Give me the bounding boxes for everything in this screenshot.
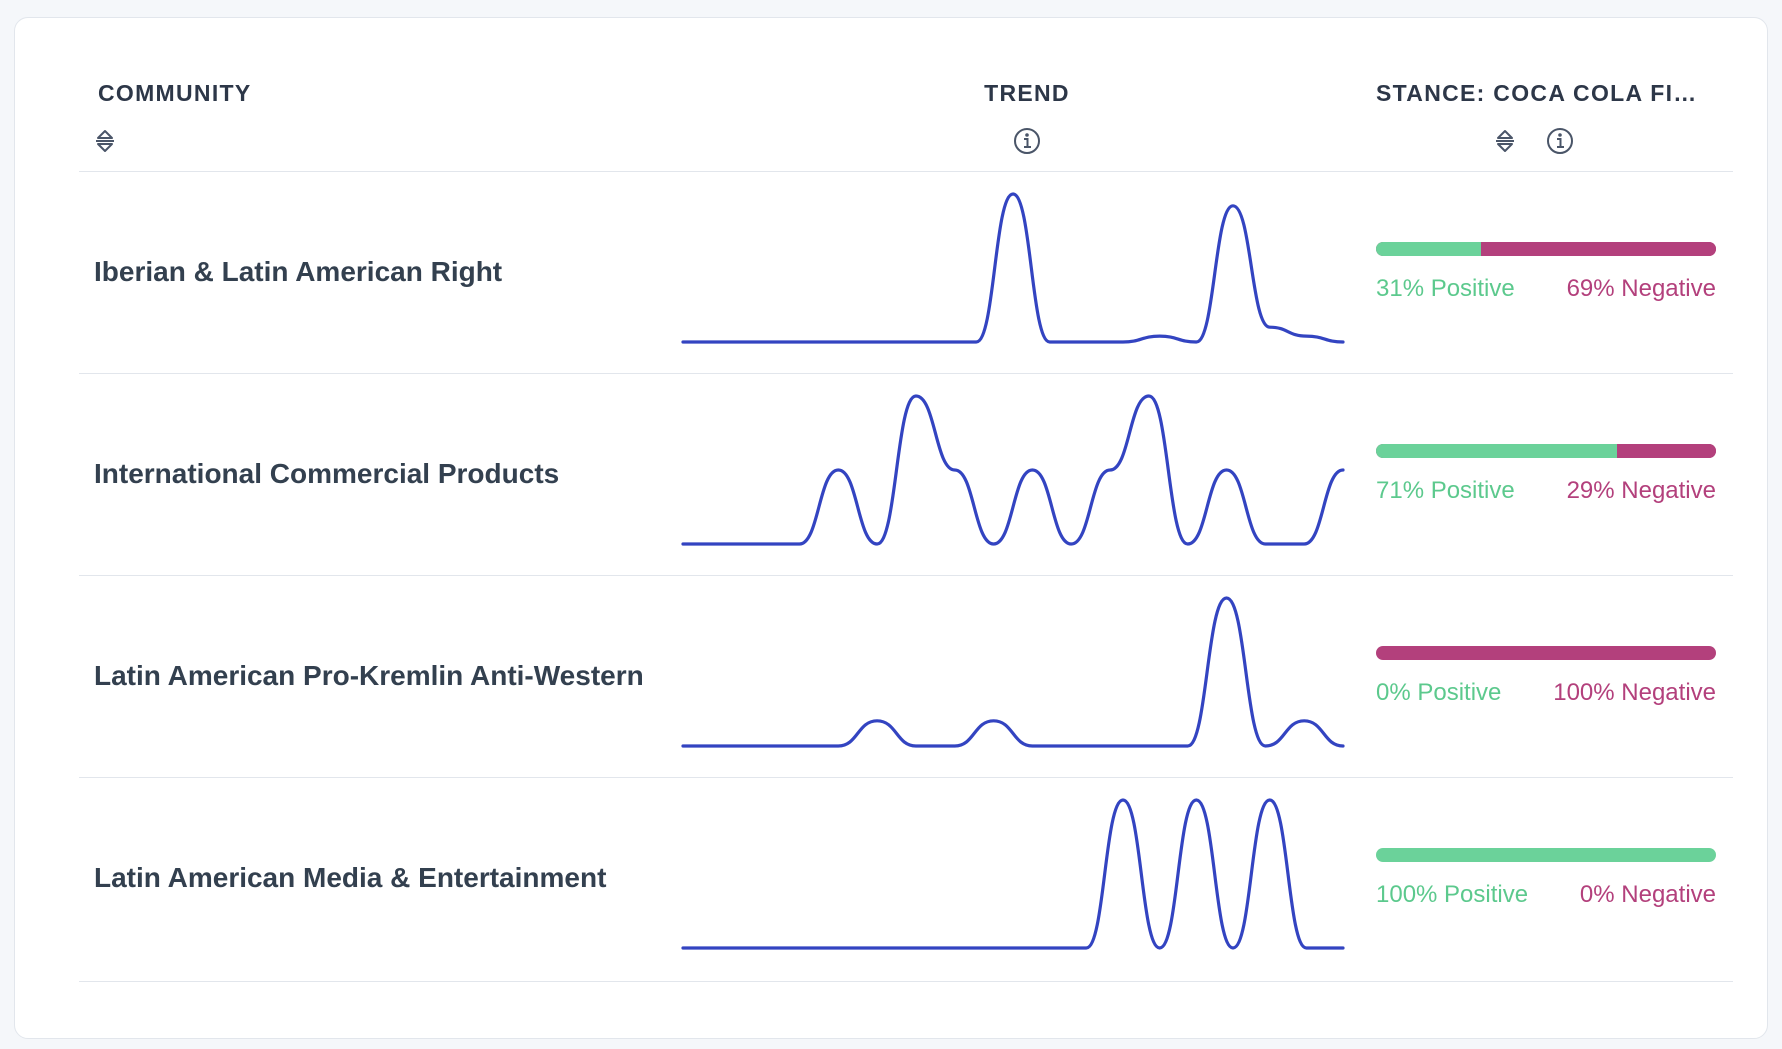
table-row[interactable]: Iberian & Latin American Right 31% Posit… bbox=[79, 172, 1733, 374]
positive-label: 71% Positive bbox=[1376, 477, 1515, 504]
stance-bar bbox=[1376, 444, 1716, 458]
stance-bar-negative bbox=[1617, 444, 1716, 458]
stance-bar-negative bbox=[1481, 242, 1716, 256]
positive-label: 100% Positive bbox=[1376, 881, 1529, 908]
community-name[interactable]: Iberian & Latin American Right bbox=[94, 256, 503, 287]
stance-labels: 0% Positive 100% Negative bbox=[1376, 679, 1716, 707]
trend-line bbox=[681, 394, 1345, 546]
stance-bar-positive bbox=[1376, 444, 1618, 458]
community-name[interactable]: Latin American Media & Entertainment bbox=[94, 862, 607, 893]
negative-label: 0% Negative bbox=[1579, 881, 1716, 908]
community-stance-card: COMMUNITY TREND STANCE: COCA COLA FIF... bbox=[14, 17, 1768, 1039]
column-header-trend: TREND bbox=[984, 80, 1070, 106]
table-header: COMMUNITY TREND STANCE: COCA COLA FIF... bbox=[79, 18, 1733, 172]
sort-icon[interactable] bbox=[1490, 126, 1520, 156]
stance-bar bbox=[1376, 242, 1716, 256]
stance-bar-positive bbox=[1376, 242, 1482, 256]
trend-sparkline bbox=[681, 394, 1345, 546]
stance-labels: 100% Positive 0% Negative bbox=[1376, 881, 1716, 909]
stance-bar-negative bbox=[1376, 646, 1716, 660]
trend-sparkline bbox=[681, 192, 1345, 344]
stance-bar bbox=[1376, 646, 1716, 660]
table-row[interactable]: Latin American Pro-Kremlin Anti-Western … bbox=[79, 576, 1733, 778]
stance-bar bbox=[1376, 848, 1716, 862]
negative-label: 29% Negative bbox=[1566, 477, 1716, 504]
stance-labels: 31% Positive 69% Negative bbox=[1376, 275, 1716, 303]
stance-labels: 71% Positive 29% Negative bbox=[1376, 477, 1716, 505]
trend-line bbox=[681, 192, 1345, 344]
negative-label: 100% Negative bbox=[1553, 679, 1716, 706]
info-icon[interactable] bbox=[1012, 126, 1042, 156]
column-header-community[interactable]: COMMUNITY bbox=[98, 80, 252, 106]
trend-sparkline bbox=[681, 798, 1345, 950]
community-name[interactable]: Latin American Pro-Kremlin Anti-Western bbox=[94, 660, 644, 691]
community-name[interactable]: International Commercial Products bbox=[94, 458, 560, 489]
table-row[interactable]: Latin American Media & Entertainment 100… bbox=[79, 778, 1733, 982]
trend-sparkline bbox=[681, 596, 1345, 748]
positive-label: 0% Positive bbox=[1376, 679, 1502, 706]
table-row[interactable]: International Commercial Products 71% Po… bbox=[79, 374, 1733, 576]
community-table: COMMUNITY TREND STANCE: COCA COLA FIF... bbox=[79, 18, 1733, 982]
trend-line bbox=[681, 798, 1345, 950]
negative-label: 69% Negative bbox=[1566, 275, 1716, 302]
stance-bar-positive bbox=[1376, 848, 1716, 862]
sort-icon[interactable] bbox=[90, 126, 120, 156]
trend-line bbox=[681, 596, 1345, 748]
column-header-stance[interactable]: STANCE: COCA COLA FIF... bbox=[1376, 80, 1706, 106]
info-icon[interactable] bbox=[1545, 126, 1575, 156]
positive-label: 31% Positive bbox=[1376, 275, 1515, 302]
